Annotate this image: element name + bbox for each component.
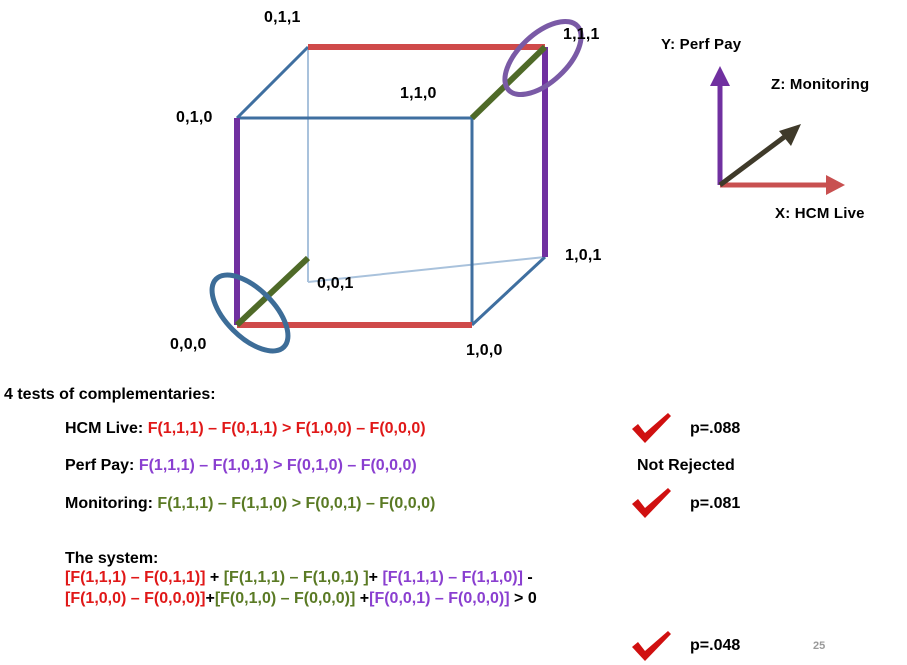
test-row-monitoring: Monitoring: F(1,1,1) – F(1,1,0) > F(0,0,… — [65, 495, 435, 513]
test-formula: F(1,1,1) – F(1,0,1) > F(0,1,0) – F(0,0,0… — [138, 457, 417, 474]
vertex-label-010: 0,1,0 — [176, 109, 213, 126]
system-operator: + — [205, 590, 215, 607]
test-row-perf-pay: Perf Pay: F(1,1,1) – F(1,0,1) > F(0,1,0)… — [65, 457, 417, 475]
vertex-label-000: 0,0,0 — [170, 336, 207, 353]
tests-heading: 4 tests of complementaries: — [4, 386, 216, 403]
vertex-label-110: 1,1,0 — [400, 85, 437, 102]
z-axis-arrow — [718, 129, 793, 188]
edge-010-011 — [235, 45, 310, 120]
test-result-perf-pay: Not Rejected — [637, 457, 735, 474]
vertex-label-001: 0,0,1 — [317, 275, 354, 292]
test-label: HCM Live: — [65, 420, 144, 437]
system-operator: + — [355, 590, 370, 607]
ellipse-000 — [209, 272, 291, 354]
x-axis-label: X: HCM Live — [775, 205, 865, 222]
system-term: [F(1,1,1) – F(0,1,1)] — [65, 569, 206, 586]
system-result: p=.048 — [690, 637, 741, 654]
test-row-hcm-live: HCM Live: F(1,1,1) – F(0,1,1) > F(1,0,0)… — [65, 420, 426, 438]
system-heading: The system: — [65, 550, 159, 567]
system-term: [F(1,0,0) – F(0,0,0)] — [65, 590, 206, 607]
test-label: Perf Pay: — [65, 457, 135, 474]
test-result-hcm-live: p=.088 — [690, 420, 741, 437]
system-operator: + — [205, 569, 224, 586]
edge-110-111-green — [469, 44, 548, 121]
ellipse-111 — [502, 18, 584, 98]
vertex-label-101: 1,0,1 — [565, 247, 602, 264]
system-term: [F(1,1,1) – F(1,1,0)] — [382, 569, 523, 586]
z-axis-label: Z: Monitoring — [771, 76, 870, 93]
y-axis-label: Y: Perf Pay — [661, 36, 742, 53]
edge-100-101 — [470, 255, 547, 327]
vertex-label-100: 1,0,0 — [466, 342, 503, 359]
system-line-1: [F(1,1,1) – F(0,1,1)] + [F(1,1,1) – F(1,… — [65, 569, 533, 587]
test-result-monitoring: p=.081 — [690, 495, 741, 512]
page-number: 25 — [813, 640, 826, 652]
test-formula: F(1,1,1) – F(0,1,1) > F(1,0,0) – F(0,0,0… — [147, 420, 426, 437]
system-line-2: [F(1,0,0) – F(0,0,0)]+[F(0,1,0) – F(0,0,… — [65, 590, 537, 608]
system-term: [F(0,1,0) – F(0,0,0)] — [214, 590, 356, 607]
check-icon — [632, 488, 671, 518]
test-formula: F(1,1,1) – F(1,1,0) > F(0,0,1) – F(0,0,0… — [157, 495, 436, 512]
system-operator: > 0 — [509, 590, 537, 607]
system-operator: + — [368, 569, 383, 586]
system-operator: - — [522, 569, 533, 586]
check-icon — [632, 631, 671, 661]
vertex-label-011: 0,1,1 — [264, 9, 301, 26]
test-label: Monitoring: — [65, 495, 153, 512]
check-icon — [632, 413, 671, 443]
edge-000-001-green — [234, 255, 311, 328]
vertex-label-111: 1,1,1 — [563, 26, 600, 43]
edge-back-001-101 — [307, 256, 546, 283]
system-term: [F(1,1,1) – F(1,0,1) ] — [223, 569, 369, 586]
system-term: [F(0,0,1) – F(0,0,0)] — [369, 590, 510, 607]
